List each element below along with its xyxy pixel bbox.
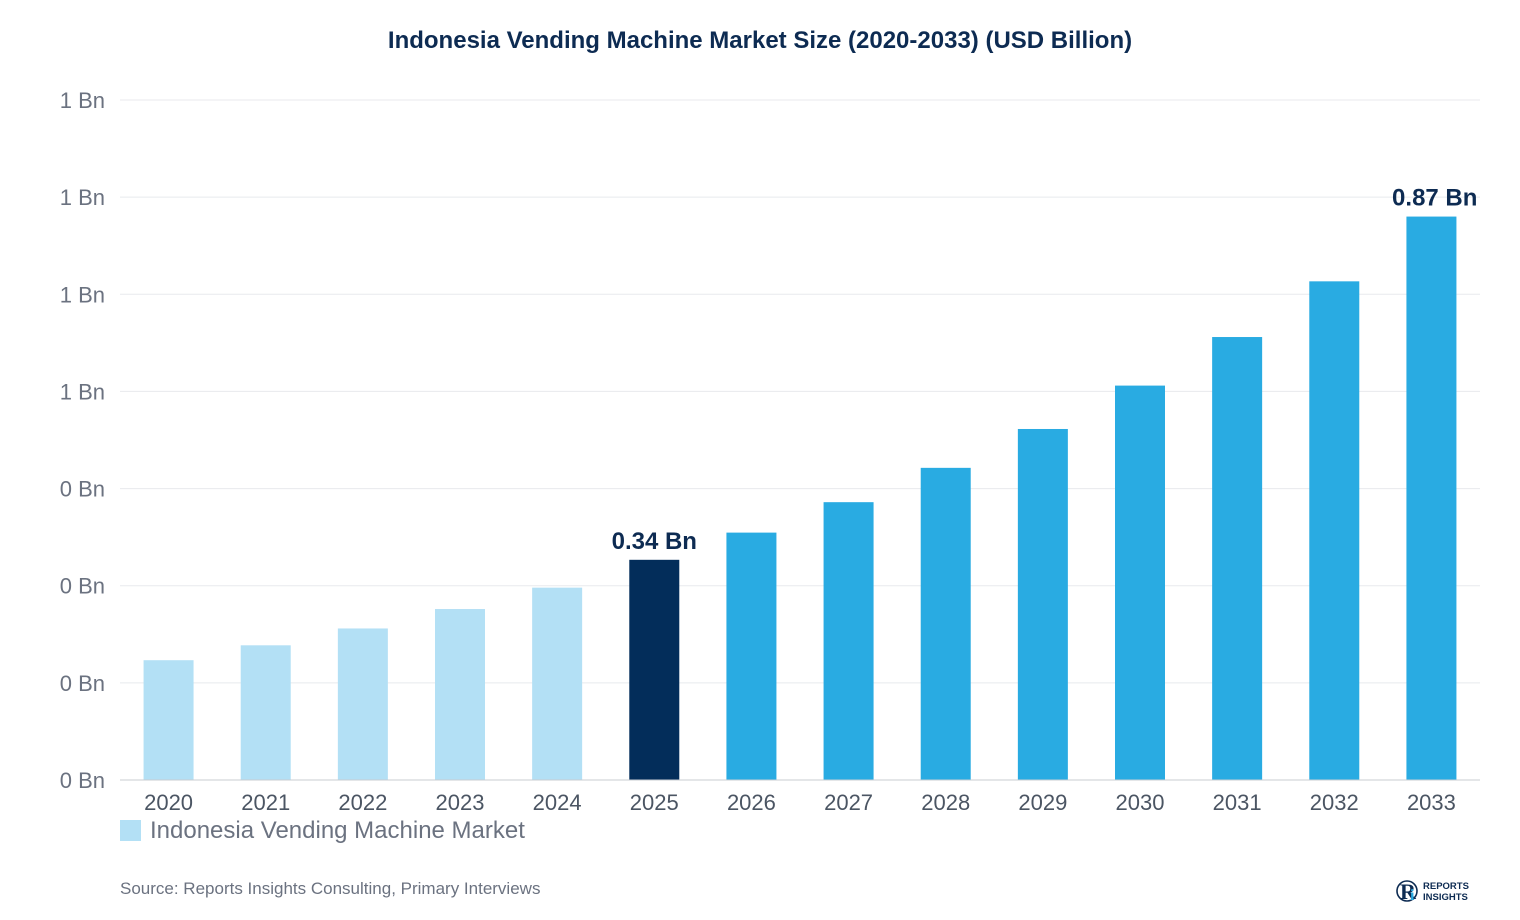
bar-2021 (240, 645, 291, 780)
bar-2026 (726, 532, 777, 780)
bar-2033 (1406, 216, 1457, 781)
x-tick-label: 2021 (241, 790, 290, 815)
y-tick-label: 0 Bn (60, 574, 105, 599)
bars (143, 216, 1457, 781)
x-tick-label: 2024 (533, 790, 582, 815)
x-tick-label: 2022 (338, 790, 387, 815)
grid (120, 99, 1480, 684)
source-note: Source: Reports Insights Consulting, Pri… (120, 879, 540, 898)
logo-text-1: REPORTS (1423, 881, 1469, 892)
bar-2023 (435, 609, 485, 780)
x-tick-label: 2029 (1018, 790, 1067, 815)
brand-logo: R i REPORTS INSIGHTS (1396, 879, 1469, 904)
legend-label: Indonesia Vending Machine Market (150, 817, 525, 844)
bar-2020 (143, 660, 194, 780)
bar-2031 (1212, 337, 1263, 780)
data-labels: 0.34 Bn 0.87 Bn (612, 185, 1478, 555)
bar-2027 (823, 502, 874, 780)
y-tick-label: 1 Bn (60, 379, 105, 404)
x-tick-label: 2028 (921, 790, 970, 815)
x-tick-label: 2020 (144, 790, 193, 815)
y-tick-label: 0 Bn (60, 768, 105, 793)
bar-2024 (532, 587, 583, 780)
x-axis: 2020 2021 2022 2023 2024 2025 2026 2027 2028 2029… (144, 790, 1456, 815)
bar-2028 (920, 467, 971, 780)
x-tick-label: 2031 (1213, 790, 1262, 815)
data-label-2025: 0.34 Bn (612, 528, 697, 555)
x-tick-label: 2033 (1407, 790, 1456, 815)
x-tick-label: 2025 (630, 790, 679, 815)
legend-swatch (120, 820, 141, 841)
y-tick-label: 1 Bn (60, 282, 105, 307)
x-tick-label: 2026 (727, 790, 776, 815)
svg-text:i: i (1410, 887, 1415, 904)
y-axis: 0 Bn 0 Bn 0 Bn 0 Bn 1 Bn 1 Bn 1 Bn 1 Bn (60, 88, 105, 793)
bar-2032 (1309, 281, 1360, 780)
y-tick-label: 0 Bn (60, 477, 105, 502)
x-tick-label: 2023 (436, 790, 485, 815)
chart-title: Indonesia Vending Machine Market Size (2… (388, 27, 1132, 54)
y-tick-label: 0 Bn (60, 671, 105, 696)
svg-text:R: R (1400, 879, 1417, 904)
y-tick-label: 1 Bn (60, 185, 105, 210)
bar-2022 (337, 628, 388, 780)
data-label-2033: 0.87 Bn (1392, 185, 1477, 212)
legend[interactable]: Indonesia Vending Machine Market (120, 817, 525, 844)
x-tick-label: 2032 (1310, 790, 1359, 815)
x-tick-label: 2030 (1116, 790, 1165, 815)
bar-2029 (1017, 428, 1068, 780)
x-tick-label: 2027 (824, 790, 873, 815)
logo-text-2: INSIGHTS (1423, 892, 1468, 903)
y-tick-label: 1 Bn (60, 88, 105, 113)
bar-2025 (629, 559, 680, 780)
bar-2030 (1115, 385, 1165, 780)
